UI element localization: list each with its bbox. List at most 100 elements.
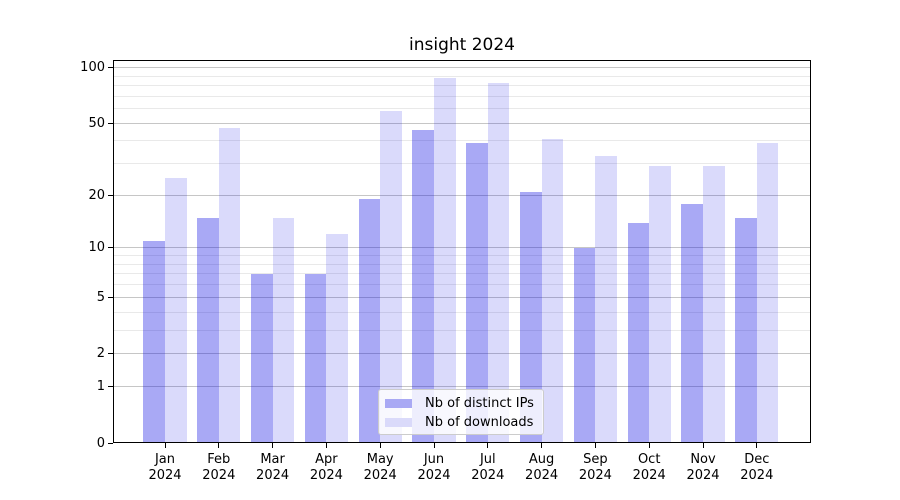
x-tick-label-month: Jan xyxy=(154,452,176,467)
x-tick-label-month: Nov xyxy=(690,452,716,467)
x-tick-label-year: 2024 xyxy=(148,467,182,483)
x-tick-label-month: Feb xyxy=(207,452,231,467)
bar-nb-of-distinct-ips-oct xyxy=(627,222,650,443)
y-gridline-minor-9 xyxy=(113,255,811,257)
y-gridline-minor-90 xyxy=(113,75,811,77)
bar-nb-of-distinct-ips-aug xyxy=(519,191,542,443)
legend-swatch-downloads xyxy=(385,417,412,428)
y-tick-label-10: 10 xyxy=(88,240,105,256)
bar-nb-of-downloads-jul xyxy=(487,82,510,443)
x-tick-mar xyxy=(272,443,274,448)
y-tick-label-5: 5 xyxy=(96,289,105,305)
x-tick-label-mar: Mar 2024 xyxy=(241,452,305,483)
x-tick-label-year: 2024 xyxy=(471,467,505,483)
y-gridline-minor-8 xyxy=(113,263,811,265)
y-gridline-major-10 xyxy=(113,247,811,249)
chart-title: insight 2024 xyxy=(409,35,515,55)
y-tick-20 xyxy=(108,194,113,196)
bar-nb-of-distinct-ips-sep xyxy=(573,247,596,443)
x-tick-label-month: Jul xyxy=(479,452,496,467)
y-gridline-minor-60 xyxy=(113,108,811,110)
x-tick-aug xyxy=(541,443,543,448)
x-tick-dec xyxy=(756,443,758,448)
x-tick-feb xyxy=(218,443,220,448)
y-tick-label-20: 20 xyxy=(88,187,105,203)
y-gridline-minor-80 xyxy=(113,85,811,87)
y-gridline-major-20 xyxy=(113,194,811,196)
y-tick-label-100: 100 xyxy=(80,60,105,76)
x-tick-label-year: 2024 xyxy=(525,467,559,483)
y-tick-label-0: 0 xyxy=(96,435,105,451)
x-tick-label-dec: Dec 2024 xyxy=(725,452,789,483)
bar-nb-of-downloads-apr xyxy=(326,234,349,443)
bar-nb-of-distinct-ips-feb xyxy=(197,217,219,443)
x-tick-label-jan: Jan 2024 xyxy=(133,452,197,483)
y-tick-10 xyxy=(108,247,113,249)
x-tick-label-year: 2024 xyxy=(417,467,451,483)
bar-nb-of-downloads-dec xyxy=(756,143,779,443)
y-tick-label-1: 1 xyxy=(96,379,105,395)
y-gridline-minor-7 xyxy=(113,273,811,275)
bar-nb-of-downloads-mar xyxy=(272,217,295,443)
x-tick-oct xyxy=(648,443,650,448)
y-tick-label-50: 50 xyxy=(88,115,105,131)
bar-nb-of-distinct-ips-jan xyxy=(143,240,165,443)
x-tick-label-year: 2024 xyxy=(578,467,612,483)
x-tick-label-month: Apr xyxy=(315,452,338,467)
y-tick-2 xyxy=(108,353,113,355)
x-tick-label-aug: Aug 2024 xyxy=(510,452,574,483)
x-tick-label-month: Jun xyxy=(423,452,445,467)
x-tick-jun xyxy=(433,443,435,448)
bar-nb-of-downloads-feb xyxy=(218,128,241,443)
x-tick-label-year: 2024 xyxy=(202,467,236,483)
legend-item-distinct-ips: Nb of distinct IPs xyxy=(385,394,537,413)
x-tick-label-month: Sep xyxy=(583,452,608,467)
bar-nb-of-distinct-ips-may xyxy=(358,199,381,443)
x-tick-nov xyxy=(702,443,704,448)
bar-nb-of-distinct-ips-nov xyxy=(681,203,703,443)
bar-nb-of-distinct-ips-dec xyxy=(735,217,757,443)
y-gridline-minor-6 xyxy=(113,284,811,286)
x-tick-label-month: Dec xyxy=(744,452,770,467)
y-gridline-major-2 xyxy=(113,353,811,355)
bar-nb-of-downloads-nov xyxy=(703,166,725,443)
bar-nb-of-downloads-may xyxy=(380,111,402,443)
bar-nb-of-downloads-aug xyxy=(541,139,564,443)
x-tick-label-month: May xyxy=(366,452,394,467)
bar-nb-of-distinct-ips-jul xyxy=(466,143,488,443)
x-tick-sep xyxy=(594,443,596,448)
y-tick-label-2: 2 xyxy=(96,346,105,362)
x-tick-label-year: 2024 xyxy=(686,467,720,483)
bar-nb-of-distinct-ips-jun xyxy=(412,129,434,443)
y-gridline-major-50 xyxy=(113,122,811,124)
x-tick-label-year: 2024 xyxy=(632,467,666,483)
x-tick-may xyxy=(379,443,381,448)
x-tick-jul xyxy=(487,443,489,448)
y-tick-100 xyxy=(108,67,113,69)
x-tick-jan xyxy=(164,443,166,448)
legend: Nb of distinct IPs Nb of downloads xyxy=(378,389,544,435)
bar-nb-of-downloads-jun xyxy=(434,77,456,443)
x-tick-label-jul: Jul 2024 xyxy=(456,452,520,483)
x-tick-label-year: 2024 xyxy=(363,467,397,483)
bar-nb-of-distinct-ips-apr xyxy=(304,273,327,443)
y-gridline-minor-30 xyxy=(113,163,811,165)
x-tick-label-oct: Oct 2024 xyxy=(617,452,681,483)
bar-nb-of-downloads-oct xyxy=(649,166,671,443)
x-tick-label-feb: Feb 2024 xyxy=(187,452,251,483)
y-gridline-major-5 xyxy=(113,296,811,298)
y-gridline-minor-40 xyxy=(113,140,811,142)
x-tick-label-nov: Nov 2024 xyxy=(671,452,735,483)
bar-nb-of-downloads-sep xyxy=(595,156,618,443)
y-gridline-minor-70 xyxy=(113,95,811,97)
y-tick-1 xyxy=(108,386,113,388)
legend-swatch-distinct-ips xyxy=(385,398,412,409)
x-tick-label-jun: Jun 2024 xyxy=(402,452,466,483)
y-tick-0 xyxy=(108,442,113,444)
legend-item-downloads: Nb of downloads xyxy=(385,413,537,432)
x-tick-label-may: May 2024 xyxy=(348,452,412,483)
y-tick-50 xyxy=(108,122,113,124)
x-tick-label-year: 2024 xyxy=(740,467,774,483)
y-gridline-major-1 xyxy=(113,386,811,388)
